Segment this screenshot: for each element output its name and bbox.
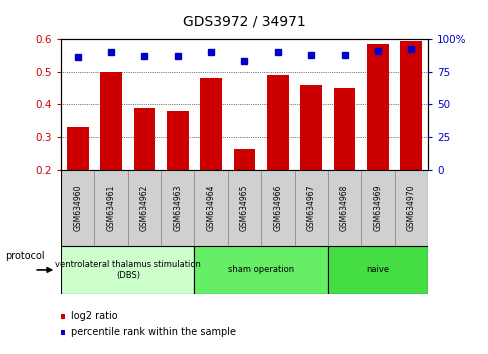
FancyBboxPatch shape [327, 170, 361, 246]
Bar [400, 41, 421, 170]
FancyBboxPatch shape [261, 170, 294, 246]
FancyBboxPatch shape [394, 170, 427, 246]
Text: naive: naive [366, 266, 388, 274]
Text: sham operation: sham operation [227, 266, 294, 274]
Text: GSM634963: GSM634963 [173, 185, 182, 231]
Text: GSM634961: GSM634961 [106, 185, 115, 231]
Text: GSM634967: GSM634967 [306, 185, 315, 231]
Text: GSM634962: GSM634962 [140, 185, 149, 231]
Bar [67, 127, 88, 170]
Text: log2 ratio: log2 ratio [71, 312, 118, 321]
FancyBboxPatch shape [61, 170, 94, 246]
Text: GSM634964: GSM634964 [206, 185, 215, 231]
Bar [166, 111, 188, 170]
FancyBboxPatch shape [327, 246, 427, 294]
Text: GSM634969: GSM634969 [373, 185, 382, 231]
Text: protocol: protocol [5, 251, 44, 261]
FancyBboxPatch shape [194, 170, 227, 246]
Bar [266, 75, 288, 170]
Text: GSM634966: GSM634966 [273, 185, 282, 231]
Bar [200, 78, 222, 170]
Bar [233, 149, 255, 170]
Text: GSM634968: GSM634968 [339, 185, 348, 231]
Text: ventrolateral thalamus stimulation
(DBS): ventrolateral thalamus stimulation (DBS) [55, 260, 201, 280]
FancyBboxPatch shape [194, 246, 327, 294]
Text: GSM634965: GSM634965 [240, 185, 248, 231]
Text: GDS3972 / 34971: GDS3972 / 34971 [183, 14, 305, 28]
FancyBboxPatch shape [127, 170, 161, 246]
FancyBboxPatch shape [294, 170, 327, 246]
Bar [366, 44, 388, 170]
FancyBboxPatch shape [361, 170, 394, 246]
Bar [333, 88, 355, 170]
FancyBboxPatch shape [227, 170, 261, 246]
Bar [133, 108, 155, 170]
Text: GSM634960: GSM634960 [73, 185, 82, 231]
Bar [100, 72, 122, 170]
FancyBboxPatch shape [94, 170, 127, 246]
Bar [300, 85, 322, 170]
FancyBboxPatch shape [161, 170, 194, 246]
Text: GSM634970: GSM634970 [406, 185, 415, 231]
Text: percentile rank within the sample: percentile rank within the sample [71, 327, 236, 337]
FancyBboxPatch shape [61, 246, 194, 294]
